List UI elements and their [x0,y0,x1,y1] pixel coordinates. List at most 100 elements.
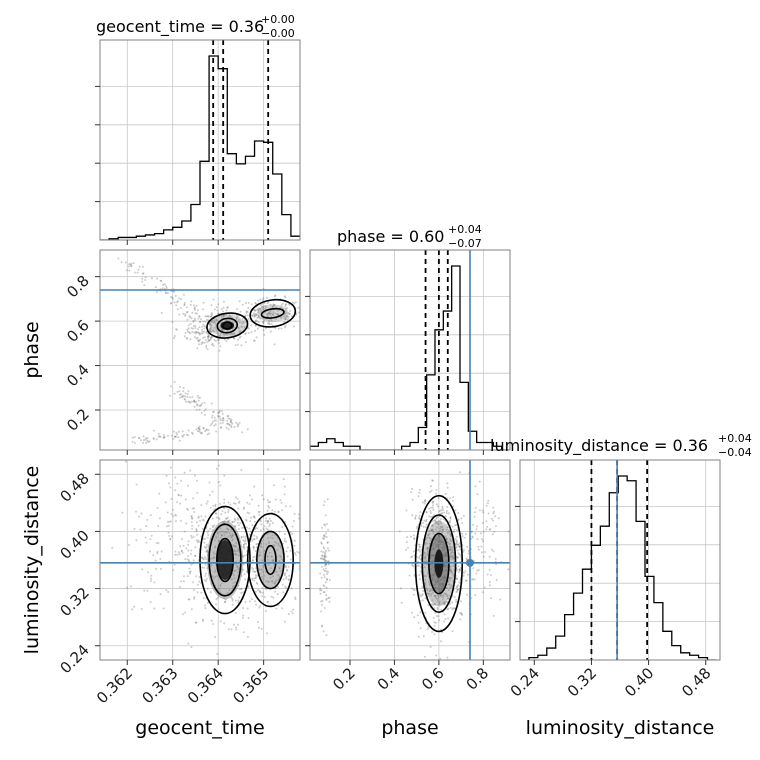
contour-level [221,321,233,330]
sample-point [269,576,272,579]
sample-point [195,305,198,307]
sample-point [176,308,179,311]
sample-point [210,619,213,622]
sample-point [209,328,212,331]
sample-point [446,656,449,659]
sample-point [412,593,415,596]
sample-point [473,511,476,514]
sample-point [187,554,190,557]
sample-point [226,527,228,530]
sample-point [198,315,201,317]
sample-point [267,312,270,315]
sample-point [263,333,266,336]
sample-point [246,310,249,313]
sample-point [170,434,173,437]
sample-point [131,436,134,439]
sample-point [418,557,421,560]
sample-point [438,603,441,606]
sample-point [417,621,420,624]
grid-1-2 [310,460,510,660]
sample-point [210,313,213,316]
sample-point [451,608,454,611]
sample-point [239,522,242,525]
sample-point [238,596,241,599]
sample-point [456,543,459,546]
sample-point [297,306,300,309]
sample-point [302,542,304,544]
sample-point [156,550,159,553]
sample-point [199,431,202,434]
sample-point [219,583,222,586]
sample-point [435,621,437,624]
xtick-label-geocent_time: 0.364 [184,664,227,707]
sample-point [321,603,324,606]
sample-point [261,298,264,301]
sample-point [459,612,461,615]
sample-point [398,530,401,533]
sample-point [284,318,287,321]
sample-point [170,302,173,305]
sample-point [325,567,327,570]
sample-point [190,549,193,552]
sample-point [303,558,305,560]
sample-point [236,548,239,551]
sample-point [450,585,453,588]
sample-point [478,453,480,455]
sample-point [481,521,484,524]
sample-point [213,556,216,559]
sample-point [252,312,255,315]
sample-point [267,468,270,471]
sample-point [447,617,450,620]
sample-point [294,552,296,555]
sample-point [186,395,189,398]
sample-point [191,331,194,333]
sample-point [204,338,207,341]
sample-point [411,514,414,517]
sample-point [240,574,243,577]
sample-point [253,515,256,518]
sample-point [193,401,196,404]
sample-point [211,314,214,317]
sample-point [233,333,236,336]
sample-point [233,576,236,579]
sample-point [220,328,223,331]
sample-point [266,555,269,558]
xtick-label-phase: 0.2 [329,664,359,694]
sample-point [291,612,294,615]
sample-point [229,503,232,506]
sample-point [181,395,183,398]
sample-point [163,436,165,439]
sample-point [434,594,437,597]
sample-point [180,550,183,552]
sample-point [136,271,139,274]
sample-point [144,279,147,281]
sample-point [431,524,433,527]
sample-point [424,558,426,560]
sample-point [447,589,450,592]
sample-point [441,528,444,531]
sample-point [202,537,205,540]
sample-point [435,489,438,491]
sample-point [320,541,323,544]
sample-point [209,527,212,530]
sample-point [209,329,211,332]
sample-point [198,428,201,430]
ylabel-phase: phase [21,321,43,378]
sample-point [254,526,257,529]
sample-point [326,541,329,544]
sample-point [150,277,153,280]
sample-point [171,296,174,299]
sample-point [210,336,213,339]
sample-point [305,563,307,565]
sample-point [264,304,267,307]
sample-point [284,303,287,306]
sample-point [266,600,269,603]
sample-point [433,530,436,533]
sample-point [435,615,438,617]
sample-point [282,578,285,581]
sample-point [450,571,453,574]
sample-point [474,594,477,597]
sample-point [439,594,442,597]
sample-point [444,492,447,495]
sample-point [222,310,224,313]
